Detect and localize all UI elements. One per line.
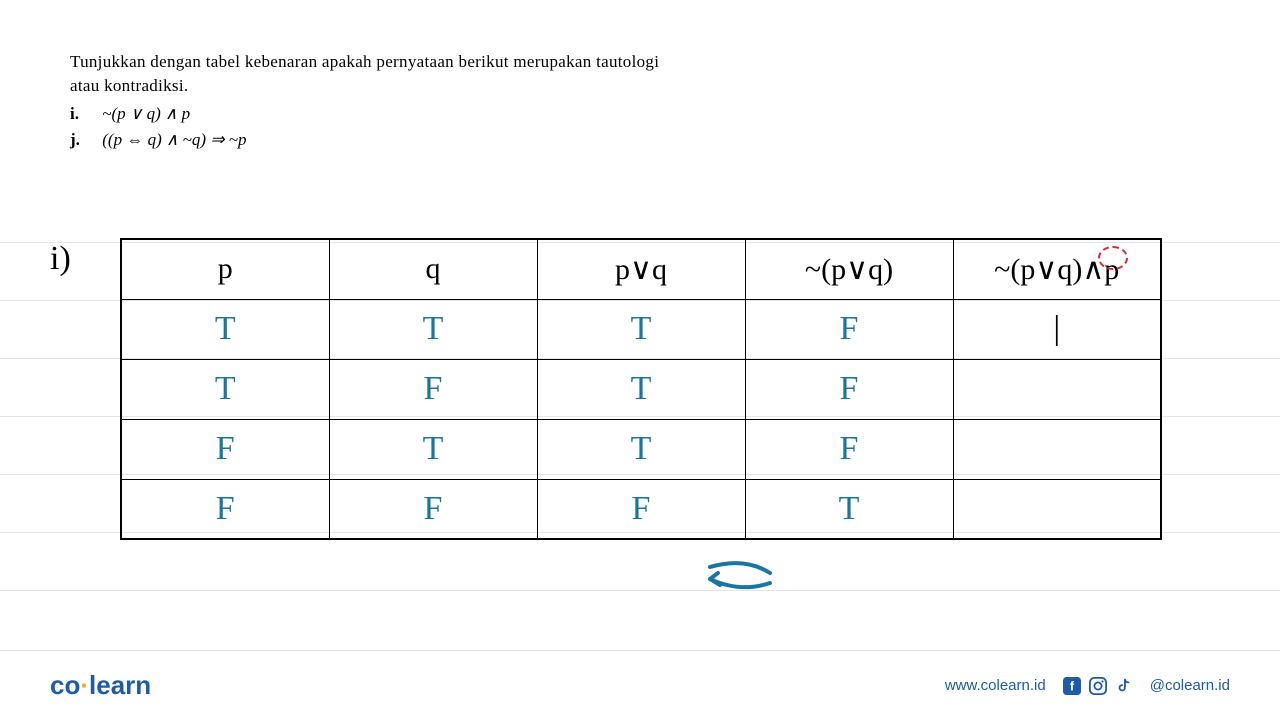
cell: [953, 419, 1161, 479]
footer-right: www.colearn.id f @colearn.id: [945, 676, 1230, 696]
tiktok-icon: [1114, 676, 1134, 696]
red-circle-annotation: [1098, 246, 1128, 270]
arrow-swirl-icon: [700, 555, 780, 595]
cell: F: [745, 299, 953, 359]
part-label: i): [50, 240, 71, 278]
logo-part1: co: [50, 670, 80, 700]
cell: T: [537, 359, 745, 419]
cell: T: [537, 299, 745, 359]
instagram-icon: [1088, 676, 1108, 696]
cell: [953, 479, 1161, 539]
cell: F: [121, 479, 329, 539]
cell: T: [537, 419, 745, 479]
footer: co·learn www.colearn.id f @colearn.id: [0, 650, 1280, 720]
header-pvq: p∨q: [537, 239, 745, 299]
table-row: F T T F: [121, 419, 1161, 479]
cell: T: [745, 479, 953, 539]
cell: |: [953, 299, 1161, 359]
cell: T: [329, 419, 537, 479]
header-not-pvq: ~(p∨q): [745, 239, 953, 299]
item-label: j.: [70, 130, 98, 150]
cell: F: [745, 419, 953, 479]
footer-url: www.colearn.id: [945, 677, 1046, 694]
cell: F: [537, 479, 745, 539]
cell: [953, 359, 1161, 419]
problem-statement: Tunjukkan dengan tabel kebenaran apakah …: [70, 50, 690, 150]
social-icons: f: [1062, 676, 1134, 696]
header-final: ~(p∨q)∧p: [953, 239, 1161, 299]
cell: T: [329, 299, 537, 359]
table-row: T T T F |: [121, 299, 1161, 359]
cell: F: [329, 359, 537, 419]
cell: T: [121, 299, 329, 359]
cell: F: [329, 479, 537, 539]
header-q: q: [329, 239, 537, 299]
item-label: i.: [70, 104, 98, 124]
cell: F: [121, 419, 329, 479]
cell: F: [745, 359, 953, 419]
logo-dot: ·: [80, 670, 89, 700]
problem-item-j: j. ((p ⇔ q) ∧ ~q) ⇒ ~p: [70, 130, 690, 150]
colearn-logo: co·learn: [50, 670, 151, 701]
problem-intro: Tunjukkan dengan tabel kebenaran apakah …: [70, 50, 690, 98]
header-p: p: [121, 239, 329, 299]
table-header-row: p q p∨q ~(p∨q) ~(p∨q)∧p: [121, 239, 1161, 299]
truth-table: p q p∨q ~(p∨q) ~(p∨q)∧p T T T F | T F T …: [120, 238, 1162, 540]
logo-part2: learn: [89, 670, 151, 700]
item-expr: ~(p ∨ q) ∧ p: [102, 104, 190, 123]
problem-item-i: i. ~(p ∨ q) ∧ p: [70, 104, 690, 124]
table-row: F F F T: [121, 479, 1161, 539]
table-row: T F T F: [121, 359, 1161, 419]
facebook-icon: f: [1062, 676, 1082, 696]
item-expr: ((p ⇔ q) ∧ ~q) ⇒ ~p: [102, 130, 246, 149]
cell: T: [121, 359, 329, 419]
footer-handle: @colearn.id: [1150, 677, 1230, 694]
